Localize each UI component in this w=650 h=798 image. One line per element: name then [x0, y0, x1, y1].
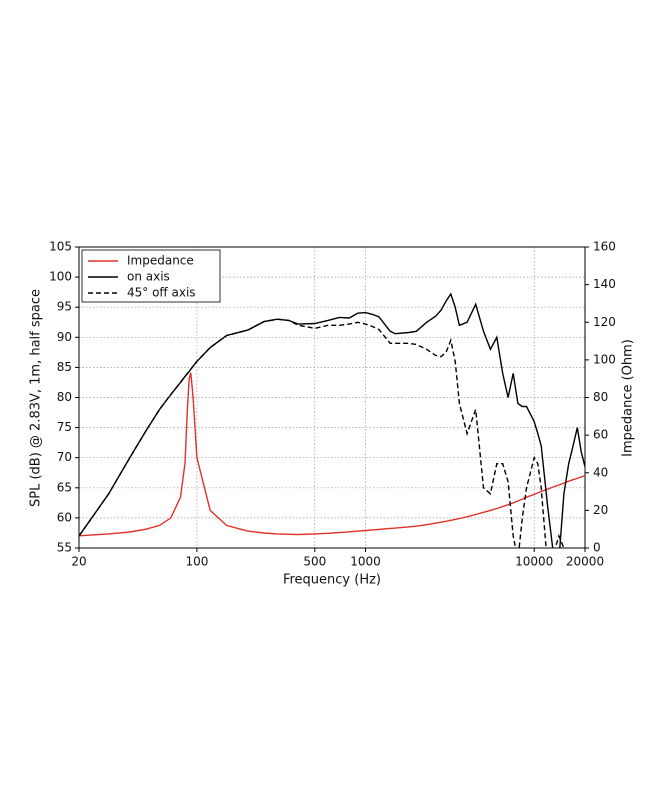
x-tick-label: 20	[71, 555, 86, 569]
plot-area	[79, 292, 585, 548]
y2-tick-label: 160	[593, 240, 616, 254]
y-tick-label: 75	[57, 420, 72, 434]
y2-tick-label: 60	[593, 428, 608, 442]
y2-tick-label: 100	[593, 352, 616, 366]
x-axis-label: Frequency (Hz)	[283, 573, 381, 588]
y2-tick-label: 140	[593, 277, 616, 291]
x-tick-label: 1000	[350, 555, 381, 569]
legend-label: Impedance	[127, 254, 194, 268]
y-tick-label: 100	[49, 270, 72, 284]
x-tick-label: 500	[303, 555, 326, 569]
plot-frame	[78, 246, 586, 549]
x-tick-label: 20000	[566, 555, 604, 569]
y-tick-label: 105	[49, 240, 72, 254]
y-tick-label: 55	[57, 541, 72, 555]
y-tick-label: 70	[57, 450, 72, 464]
y-axis-label: SPL (dB) @ 2.83V, 1m, half space	[29, 289, 44, 507]
y-tick-label: 60	[57, 510, 72, 524]
legend-label: on axis	[127, 270, 170, 284]
y2-tick-label: 80	[593, 390, 608, 404]
y-tick-label: 95	[57, 300, 72, 314]
series-line	[79, 318, 565, 548]
legend-label: 45° off axis	[127, 286, 196, 300]
y-tick-label: 65	[57, 480, 72, 494]
x-tick-label: 10000	[515, 555, 553, 569]
y-tick-label: 80	[57, 390, 72, 404]
y-tick-label: 90	[57, 330, 72, 344]
y-tick-label: 85	[57, 360, 72, 374]
y2-tick-label: 0	[593, 541, 601, 555]
series-line	[79, 292, 585, 548]
y2-tick-label: 20	[593, 503, 608, 517]
y2-tick-label: 40	[593, 465, 608, 479]
y2-axis-label: Impedance (Ohm)	[621, 339, 636, 457]
y2-tick-label: 120	[593, 315, 616, 329]
series-line	[79, 372, 585, 537]
x-tick-label: 100	[185, 555, 208, 569]
